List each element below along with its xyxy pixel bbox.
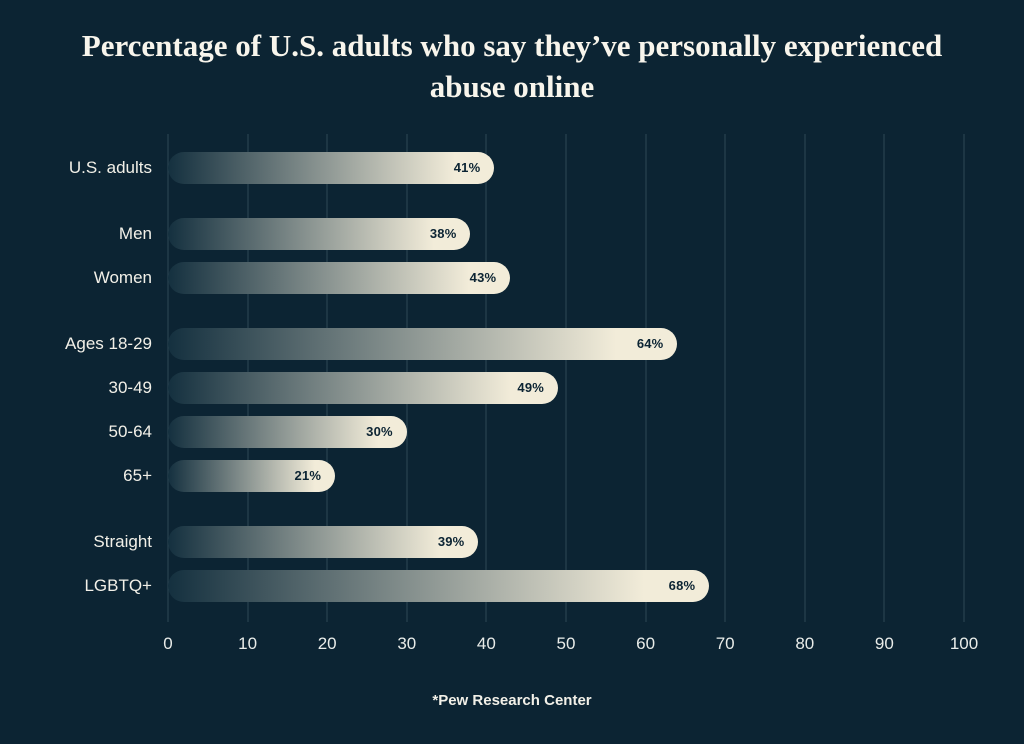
category-label: Men: [118, 223, 152, 243]
gridline: [565, 133, 567, 622]
bar-area: 68%: [168, 569, 964, 602]
category-label: U.S. adults: [68, 157, 152, 177]
x-axis-tick-label: 100: [949, 633, 979, 653]
bar-value: 64%: [636, 336, 664, 352]
bar-value: 38%: [429, 226, 457, 242]
bar: 39%: [168, 525, 479, 558]
bar-area: 49%: [168, 371, 964, 404]
gridline: [167, 133, 169, 622]
page-title: Percentage of U.S. adults who say they’v…: [81, 28, 943, 104]
x-axis-tick-label: 70: [715, 633, 735, 653]
category-label: Ages 18-29: [65, 333, 152, 353]
bar-area: 21%: [168, 459, 964, 492]
bar: 49%: [168, 371, 559, 404]
bar-row: Men 38%: [8, 212, 964, 256]
bar: 21%: [168, 459, 336, 492]
bar-area: 64%: [168, 327, 964, 360]
bar-row: 30-49 49%: [8, 366, 964, 410]
gridline: [963, 133, 965, 622]
x-axis-tick-label: 90: [874, 633, 894, 653]
bar-value: 43%: [469, 270, 497, 286]
gridline: [645, 133, 647, 622]
bar: 64%: [168, 327, 678, 360]
category-label: 65+: [123, 465, 152, 485]
bar-value: 30%: [366, 424, 393, 440]
bar-value: 39%: [437, 534, 465, 550]
bar-area: 30%: [168, 415, 964, 448]
category-label: Women: [93, 267, 152, 287]
category-label: Straight: [93, 531, 152, 551]
bar-row: 50-64 30%: [8, 410, 964, 454]
x-axis-tick-label: 30: [397, 633, 417, 653]
bar-row: Women 43%: [8, 256, 964, 300]
bar-area: 41%: [168, 151, 964, 184]
bar-value: 21%: [294, 468, 322, 484]
x-axis-tick-label: 50: [556, 633, 576, 653]
bar-row: U.S. adults 41%: [8, 146, 964, 190]
bar: 30%: [168, 415, 407, 448]
source-note: *Pew Research Center: [432, 691, 592, 709]
category-label: 50-64: [108, 421, 152, 441]
bar: 68%: [168, 569, 710, 602]
bar: 38%: [168, 217, 471, 250]
bar-chart: U.S. adults 41% Men 38% Women 43% Ages 1…: [8, 133, 978, 656]
x-axis-tick-label: 0: [163, 633, 173, 653]
bar-row: Straight 39%: [8, 520, 964, 564]
chart-body: U.S. adults 41% Men 38% Women 43% Ages 1…: [8, 133, 965, 622]
bar: 41%: [168, 151, 495, 184]
gridline: [804, 133, 806, 622]
bar-rows: U.S. adults 41% Men 38% Women 43% Ages 1…: [8, 134, 964, 622]
bar-row: LGBTQ+ 68%: [8, 564, 964, 608]
x-axis-tick-label: 20: [317, 633, 337, 653]
bar: 43%: [168, 261, 511, 294]
bar-value: 49%: [517, 380, 545, 396]
category-label: 30-49: [108, 377, 152, 397]
x-axis-tick-label: 10: [238, 633, 258, 653]
x-axis-tick-label: 40: [476, 633, 496, 653]
bar-row: 65+ 21%: [8, 454, 964, 498]
bar-value: 41%: [453, 160, 481, 176]
gridline: [883, 133, 885, 622]
bar-area: 43%: [168, 261, 964, 294]
x-axis: 0 10 20 30 40 50 60 70 80 90 100: [163, 628, 978, 656]
bar-area: 39%: [168, 525, 964, 558]
category-label: LGBTQ+: [84, 575, 152, 595]
x-axis-tick-label: 60: [636, 633, 656, 653]
bar-value: 68%: [668, 578, 696, 594]
bar-row: Ages 18-29 64%: [8, 322, 964, 366]
gridline: [724, 133, 726, 622]
bar-area: 38%: [168, 217, 964, 250]
x-axis-tick-label: 80: [795, 633, 815, 653]
